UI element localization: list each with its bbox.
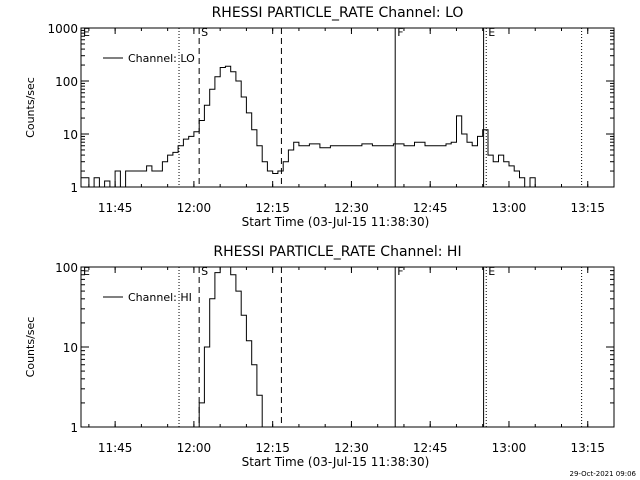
series-line — [81, 65, 583, 188]
x-tick-label: 12:45 — [413, 201, 448, 215]
y-tick-label: 1000 — [47, 22, 78, 36]
event-marker-label: F — [397, 26, 403, 39]
chart-title: RHESSI PARTICLE_RATE Channel: LO — [212, 5, 464, 21]
x-tick-label: 12:15 — [255, 441, 290, 455]
x-tick-label: 13:15 — [570, 441, 605, 455]
legend-label: Channel: LO — [128, 52, 195, 65]
x-tick-label: 12:45 — [413, 441, 448, 455]
x-tick-label: 13:15 — [570, 201, 605, 215]
x-tick-label: 13:00 — [492, 201, 527, 215]
y-tick-label: 100 — [55, 261, 78, 275]
chart-title: RHESSI PARTICLE_RATE Channel: HI — [213, 244, 461, 260]
x-tick-label: 11:45 — [98, 201, 133, 215]
event-marker-label: F — [397, 265, 403, 278]
event-marker-label: E — [83, 265, 90, 278]
y-tick-label: 100 — [55, 75, 78, 89]
x-tick-label: 13:00 — [492, 441, 527, 455]
x-tick-label: 12:30 — [334, 201, 369, 215]
x-tick-label: 12:15 — [255, 201, 290, 215]
plot-frame — [80, 27, 615, 188]
y-tick-label: 1 — [70, 421, 78, 435]
event-marker-label: E — [488, 265, 495, 278]
y-axis-label: Counts/sec — [24, 317, 37, 378]
x-axis-label: Start Time (03-Jul-15 11:38:30) — [242, 455, 430, 469]
x-tick-label: 11:45 — [98, 441, 133, 455]
footer-timestamp: 29-Oct-2021 09:06 — [570, 470, 637, 478]
event-marker-label: S — [201, 26, 208, 39]
legend-label: Channel: HI — [128, 291, 192, 304]
y-tick-label: 10 — [63, 341, 78, 355]
x-tick-label: 12:30 — [334, 441, 369, 455]
series-line — [196, 266, 263, 428]
y-tick-label: 1 — [70, 181, 78, 195]
chart-panel-hi: RHESSI PARTICLE_RATE Channel: HI Start Ti… — [24, 244, 615, 469]
y-tick-label: 10 — [63, 128, 78, 142]
event-marker-label: E — [83, 26, 90, 39]
x-axis-label: Start Time (03-Jul-15 11:38:30) — [242, 215, 430, 229]
event-marker-label: E — [488, 26, 495, 39]
y-axis-label: Counts/sec — [24, 77, 37, 138]
event-marker-label: S — [201, 265, 208, 278]
x-tick-label: 12:00 — [177, 441, 212, 455]
chart-panel-lo: RHESSI PARTICLE_RATE Channel: LO Start Ti… — [24, 5, 615, 229]
x-tick-label: 12:00 — [177, 201, 212, 215]
